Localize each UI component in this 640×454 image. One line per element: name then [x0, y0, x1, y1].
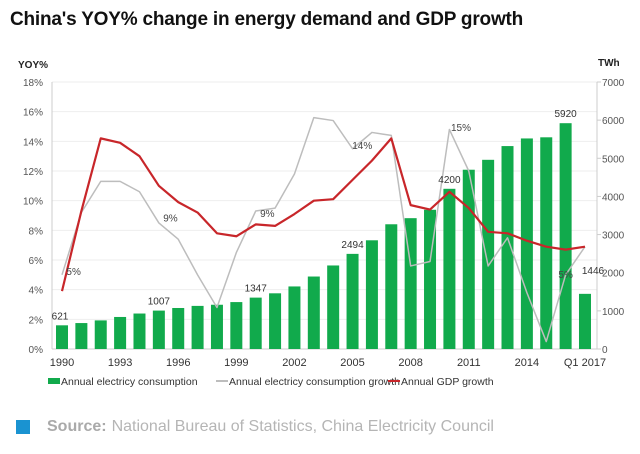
x-tick-label: 1996 — [166, 357, 190, 369]
x-tick-label: 2014 — [515, 357, 539, 369]
bar-2015 — [540, 137, 553, 349]
line-data-label: 9% — [163, 213, 178, 224]
left-tick-label: 2% — [29, 315, 44, 326]
x-tick-label: 1993 — [108, 357, 132, 369]
bar-2014 — [520, 138, 533, 349]
legend-label: Annual electricy consumption — [61, 376, 198, 388]
right-tick-label: 2000 — [602, 269, 625, 280]
right-tick-label: 3000 — [602, 231, 625, 242]
bar-1994 — [133, 313, 146, 349]
bar-2004 — [327, 265, 340, 349]
left-tick-label: 18% — [23, 78, 43, 89]
left-tick-label: 10% — [23, 197, 43, 208]
bar-2006 — [365, 240, 378, 349]
x-tick-label: 2008 — [398, 357, 422, 369]
consumption-growth-line — [61, 116, 586, 343]
bar-2016 — [559, 123, 572, 350]
line-data-label: 14% — [352, 141, 372, 152]
bar-1995 — [152, 310, 165, 349]
chart: 0% 2% 4% 6% 8% 10% 12% 14% 16% 18% 0 1000 2000 3000 40… — [18, 58, 625, 388]
left-tick-label: 16% — [23, 108, 43, 119]
bar-1991 — [75, 323, 88, 349]
bar-1997 — [191, 305, 204, 349]
line-data-label: 15% — [451, 123, 471, 134]
line-data-label: 5% — [558, 270, 573, 281]
left-axis-label: YOY% — [18, 60, 48, 71]
gdp-growth-line — [60, 137, 586, 292]
bar-1990 — [56, 325, 68, 349]
legend-bar-swatch-icon — [48, 378, 60, 384]
right-tick-label: 4000 — [602, 192, 625, 203]
bar-1999 — [230, 302, 243, 349]
bar-data-label: 1446 — [582, 266, 605, 277]
bar-data-label: 1007 — [148, 297, 171, 308]
bar-2010 — [443, 188, 456, 349]
x-tick-label: 2005 — [340, 357, 364, 369]
bar-2003 — [307, 276, 320, 349]
right-tick-label: 5000 — [602, 154, 625, 165]
bar-2002 — [288, 286, 301, 349]
x-tick-label: Q1 2017 — [564, 357, 606, 369]
line-data-label: 5% — [66, 267, 81, 278]
right-axis-label: TWh — [598, 58, 620, 69]
x-tick-label: 2011 — [457, 357, 481, 369]
right-tick-label: 6000 — [602, 116, 625, 127]
legend-label: Annual electricy consumption growth — [229, 376, 400, 388]
left-tick-label: 12% — [23, 167, 43, 178]
left-tick-label: 8% — [29, 226, 44, 237]
source-square-icon — [16, 420, 30, 434]
bar-2008 — [404, 218, 417, 349]
left-tick-label: 6% — [29, 256, 44, 267]
x-tick-label: 1990 — [50, 357, 74, 369]
right-tick-label: 0 — [602, 345, 608, 356]
bar-1996 — [172, 307, 185, 349]
bar-data-label: 621 — [52, 311, 69, 322]
left-tick-label: 4% — [29, 286, 44, 297]
bar-2012 — [482, 159, 495, 349]
line-data-label: 9% — [260, 209, 275, 220]
legend-label: Annual GDP growth — [401, 376, 494, 388]
x-tick-label: 1999 — [224, 357, 248, 369]
bar-2005 — [346, 253, 359, 349]
bar-2001 — [269, 293, 282, 349]
bar-Q1 2017 — [578, 293, 591, 349]
bar-2011 — [462, 169, 475, 349]
source-label: Source: — [47, 418, 107, 435]
left-tick-label: 14% — [23, 137, 43, 148]
bar-2000 — [249, 297, 262, 349]
source-text: National Bureau of Statistics, China Ele… — [111, 418, 494, 435]
left-tick-label: 0% — [29, 345, 44, 356]
bar-1993 — [114, 316, 127, 349]
right-tick-label: 1000 — [602, 307, 625, 318]
bar-data-label: 4200 — [438, 175, 461, 186]
chart-title: China's YOY% change in energy demand and… — [10, 9, 524, 30]
bar-2013 — [501, 146, 514, 349]
source-note: Source: National Bureau of Statistics, C… — [16, 418, 494, 436]
bar-data-label: 5920 — [554, 109, 577, 120]
bar-1992 — [94, 320, 107, 349]
bar-1998 — [210, 304, 223, 349]
bar-data-label: 2494 — [341, 240, 364, 251]
bar-data-label: 1347 — [245, 284, 268, 295]
bar-2007 — [385, 224, 398, 349]
x-tick-label: 2002 — [282, 357, 306, 369]
right-tick-label: 7000 — [602, 78, 625, 89]
